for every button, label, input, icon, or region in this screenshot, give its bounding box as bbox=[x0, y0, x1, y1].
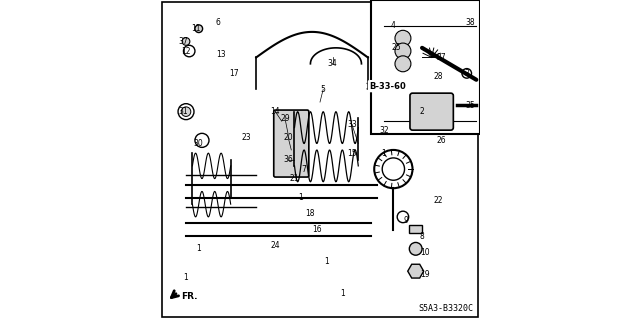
Bar bbox=[410, 225, 422, 233]
Text: 20: 20 bbox=[284, 133, 293, 142]
Text: 8: 8 bbox=[420, 232, 424, 241]
Text: 16: 16 bbox=[312, 225, 322, 234]
Text: 38: 38 bbox=[465, 18, 475, 27]
Circle shape bbox=[181, 107, 191, 116]
Circle shape bbox=[395, 30, 411, 46]
Text: 3: 3 bbox=[464, 69, 469, 78]
Text: 25: 25 bbox=[392, 43, 401, 52]
Text: 1: 1 bbox=[324, 257, 329, 266]
Text: 13: 13 bbox=[216, 50, 226, 59]
Text: 34: 34 bbox=[328, 59, 338, 68]
Text: 23: 23 bbox=[242, 133, 252, 142]
Text: 1: 1 bbox=[184, 273, 188, 282]
Text: 35: 35 bbox=[465, 101, 475, 110]
Text: 28: 28 bbox=[433, 72, 443, 81]
Circle shape bbox=[182, 38, 190, 45]
Text: 1: 1 bbox=[196, 244, 201, 253]
Text: 5: 5 bbox=[321, 85, 326, 94]
Text: 19: 19 bbox=[420, 270, 430, 279]
Text: 15: 15 bbox=[347, 149, 356, 158]
Text: S5A3-B3320C: S5A3-B3320C bbox=[418, 304, 473, 313]
Text: 1: 1 bbox=[381, 149, 386, 158]
Text: 31: 31 bbox=[178, 107, 188, 116]
Text: 36: 36 bbox=[284, 155, 293, 164]
FancyBboxPatch shape bbox=[274, 110, 309, 177]
Text: B-33-60: B-33-60 bbox=[369, 82, 406, 91]
Bar bbox=[371, 0, 479, 134]
Text: 9: 9 bbox=[404, 216, 408, 225]
Text: 1: 1 bbox=[340, 289, 345, 298]
Text: 26: 26 bbox=[436, 136, 446, 145]
Text: 14: 14 bbox=[271, 107, 280, 116]
Circle shape bbox=[395, 43, 411, 59]
Text: 6: 6 bbox=[216, 18, 220, 27]
Polygon shape bbox=[408, 264, 424, 278]
FancyBboxPatch shape bbox=[410, 93, 453, 130]
Text: 1: 1 bbox=[298, 193, 303, 202]
Text: 10: 10 bbox=[420, 248, 430, 256]
Text: 27: 27 bbox=[436, 53, 446, 62]
Circle shape bbox=[195, 25, 203, 33]
Text: 24: 24 bbox=[271, 241, 280, 250]
Text: 29: 29 bbox=[280, 114, 290, 122]
Text: 37: 37 bbox=[178, 37, 188, 46]
Text: 12: 12 bbox=[181, 47, 191, 56]
Text: 33: 33 bbox=[347, 120, 356, 129]
Text: 11: 11 bbox=[191, 24, 200, 33]
Text: 21: 21 bbox=[290, 174, 300, 183]
Text: 30: 30 bbox=[194, 139, 204, 148]
Circle shape bbox=[410, 242, 422, 255]
Text: 18: 18 bbox=[306, 209, 315, 218]
Text: 2: 2 bbox=[420, 107, 424, 116]
Text: FR.: FR. bbox=[181, 292, 198, 301]
Circle shape bbox=[395, 56, 411, 72]
Text: 4: 4 bbox=[391, 21, 396, 30]
Text: 7: 7 bbox=[301, 165, 307, 174]
Text: 17: 17 bbox=[229, 69, 239, 78]
Text: 32: 32 bbox=[379, 126, 388, 135]
Circle shape bbox=[382, 158, 404, 180]
Text: 22: 22 bbox=[433, 197, 443, 205]
